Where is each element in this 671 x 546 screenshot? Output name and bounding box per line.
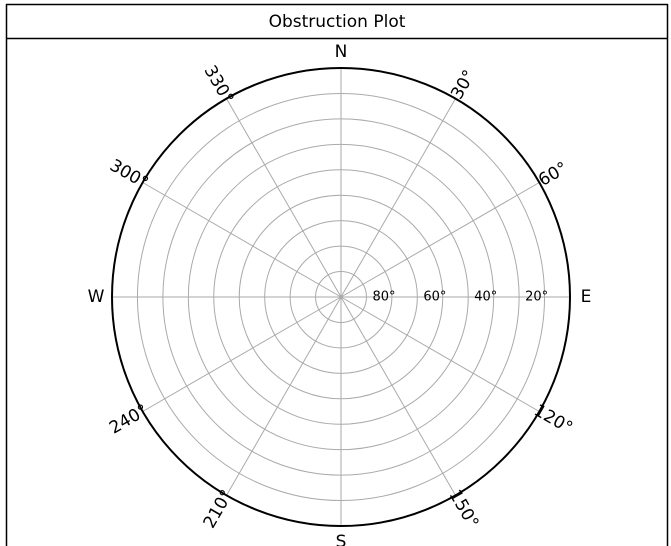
azimuth-spoke xyxy=(340,182,540,298)
azimuth-label: E xyxy=(581,287,592,307)
azimuth-label: S xyxy=(336,532,347,546)
azimuth-spoke xyxy=(340,296,540,412)
elevation-label: 40° xyxy=(474,290,497,305)
chart-title: Obstruction Plot xyxy=(269,12,406,32)
azimuth-spoke xyxy=(340,98,456,298)
azimuth-spoke xyxy=(340,296,456,496)
azimuth-spoke xyxy=(226,98,342,298)
azimuth-spoke xyxy=(142,182,342,298)
azimuth-label: N xyxy=(335,42,348,62)
elevation-label: 80° xyxy=(372,290,395,305)
elevation-label: 20° xyxy=(525,290,548,305)
azimuth-spoke xyxy=(226,296,342,496)
azimuth-spoke xyxy=(142,296,342,412)
azimuth-label: W xyxy=(88,287,105,307)
horizon-circle xyxy=(111,67,571,527)
elevation-label: 60° xyxy=(423,290,446,305)
